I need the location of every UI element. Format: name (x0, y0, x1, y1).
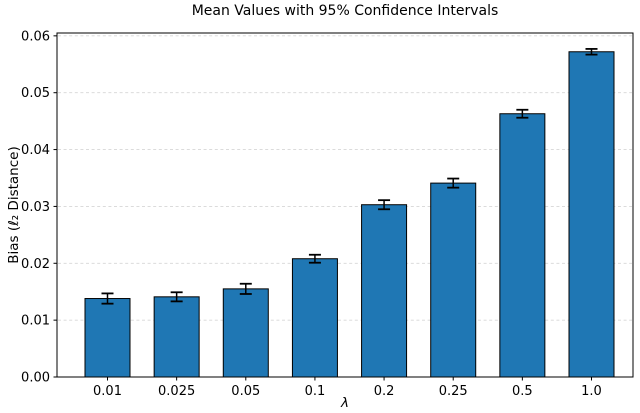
y-tick-label: 0.03 (21, 200, 50, 215)
x-axis-label: λ (341, 395, 349, 411)
bar (222, 288, 269, 378)
chart-title: Mean Values with 95% Confidence Interval… (191, 3, 499, 19)
y-tick-label: 0.04 (21, 143, 50, 158)
y-tick-label: 0.02 (21, 257, 50, 272)
bar (499, 113, 546, 378)
bar (361, 204, 408, 378)
bar (153, 296, 200, 378)
x-tick-label: 0.01 (93, 384, 122, 399)
bar (291, 258, 338, 378)
plot-border (56, 32, 634, 378)
x-tick-label: 0.5 (512, 384, 533, 399)
x-tick-label: 0.2 (374, 384, 395, 399)
x-tick-label: 0.025 (158, 384, 195, 399)
y-tick-label: 0.00 (21, 371, 50, 386)
y-tick-label: 0.06 (21, 29, 50, 44)
y-tick-label: 0.05 (21, 86, 50, 101)
y-tick-label: 0.01 (21, 314, 50, 329)
x-tick-label: 0.1 (305, 384, 326, 399)
x-tick-label: 1.0 (581, 384, 602, 399)
x-tick-label: 0.25 (439, 384, 468, 399)
bar (568, 51, 615, 378)
bar (84, 298, 131, 378)
bar (430, 182, 477, 378)
x-tick-label: 0.05 (231, 384, 260, 399)
